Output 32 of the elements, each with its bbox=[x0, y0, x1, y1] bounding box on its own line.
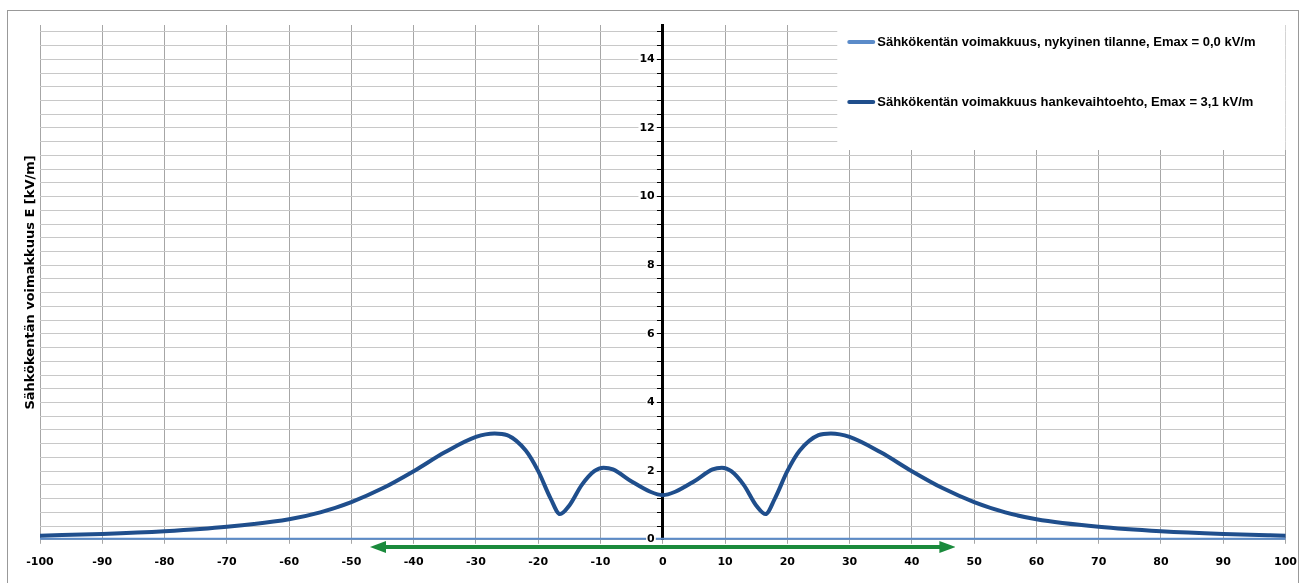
x-tick-label: -60 bbox=[279, 555, 300, 569]
x-tick-label: 100 bbox=[1274, 555, 1298, 569]
x-tick-label: -90 bbox=[92, 555, 113, 569]
x-tick-label: 80 bbox=[1153, 555, 1169, 569]
y-tick-label: 6 bbox=[647, 326, 656, 340]
legend-label: Sähkökentän voimakkuus, nykyinen tilanne, Emax = 0,0 kV/m bbox=[877, 33, 1256, 49]
y-tick-label: 8 bbox=[647, 258, 655, 272]
x-tick-label: -70 bbox=[216, 555, 238, 569]
y-tick-label: 14 bbox=[639, 52, 656, 66]
y-tick-label: 12 bbox=[639, 120, 655, 134]
x-tick-label: 50 bbox=[966, 555, 983, 569]
legend-label: Sähkökentän voimakkuus hankevaihtoehto, Emax = 3,1 kV/m bbox=[877, 93, 1254, 109]
y-tick-label: 4 bbox=[647, 395, 656, 409]
x-tick-label: 10 bbox=[717, 555, 734, 569]
x-tick-label: -40 bbox=[403, 555, 424, 569]
x-tick-label: -100 bbox=[26, 555, 55, 569]
x-tick-label: -50 bbox=[341, 555, 362, 569]
x-tick-label: -30 bbox=[465, 555, 487, 569]
y-axis-title: Sähkökentän voimakkuus E [kV/m] bbox=[22, 155, 38, 410]
y-tick-label: 2 bbox=[647, 464, 655, 478]
x-tick-label: -80 bbox=[154, 555, 175, 569]
x-tick-label: 0 bbox=[658, 555, 667, 569]
x-tick-label: -20 bbox=[528, 555, 549, 569]
x-tick-label: 60 bbox=[1028, 555, 1045, 569]
x-tick-label: 90 bbox=[1215, 555, 1232, 569]
x-tick-label: 70 bbox=[1091, 555, 1107, 569]
x-tick-label: 40 bbox=[904, 555, 920, 569]
x-tick-label: 20 bbox=[779, 555, 796, 569]
x-tick-label: -10 bbox=[590, 555, 611, 569]
y-tick-label: 10 bbox=[639, 189, 656, 203]
y-tick-label: 0 bbox=[647, 531, 656, 545]
x-tick-label: 30 bbox=[841, 555, 858, 569]
